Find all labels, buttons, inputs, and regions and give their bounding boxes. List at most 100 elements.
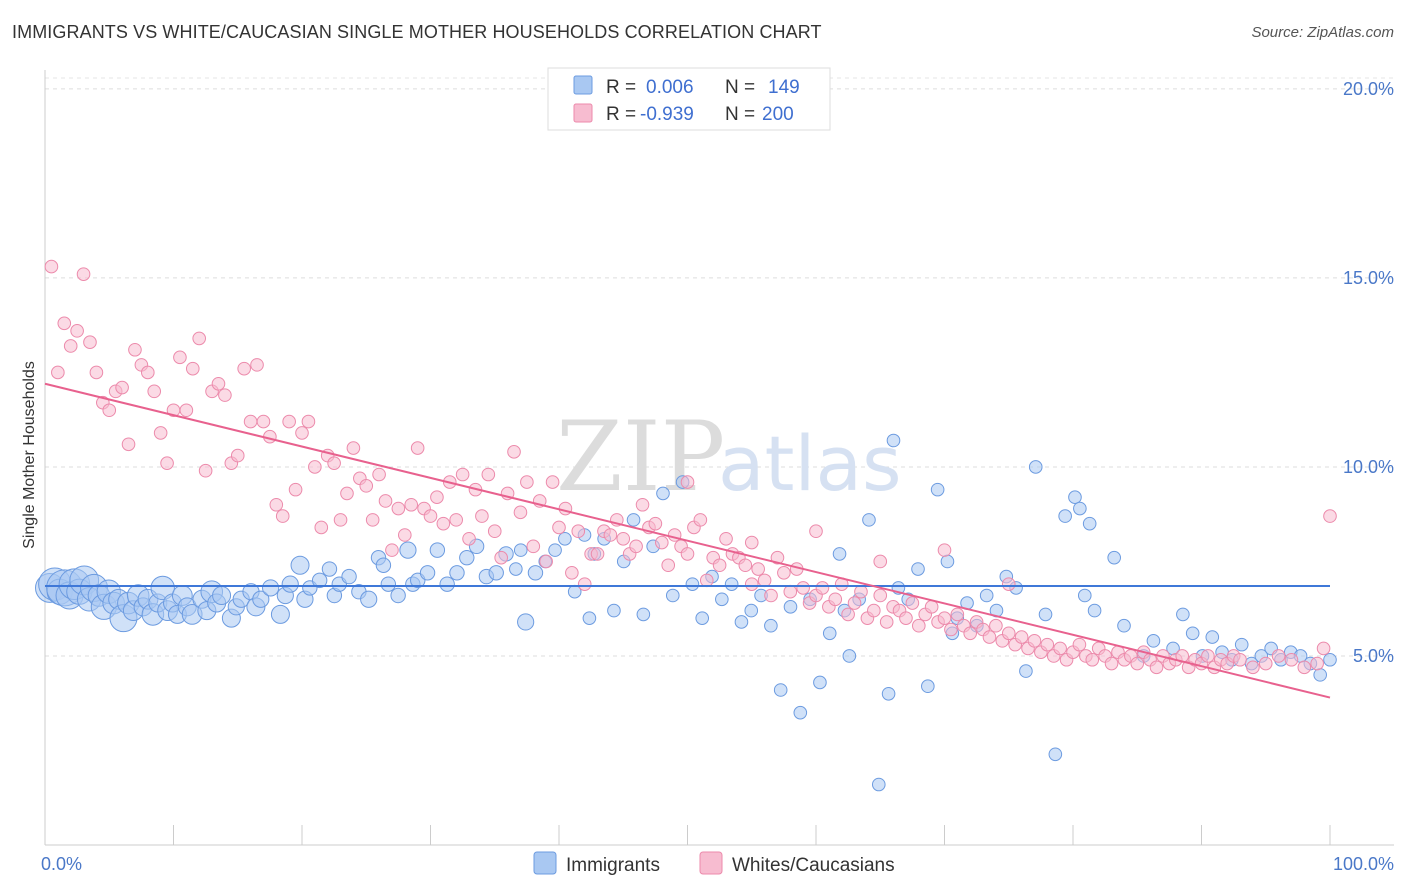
data-point — [198, 463, 213, 478]
data-point — [295, 426, 309, 440]
data-point — [1001, 577, 1016, 591]
data-point — [873, 588, 888, 603]
data-point — [854, 584, 868, 599]
trend-line-whites — [44, 382, 1331, 699]
data-point — [63, 339, 78, 353]
legend-n-value: 200 — [762, 104, 794, 125]
data-point — [1014, 630, 1029, 644]
legend: R = 0.006 N = 149 R = -0.939 N = 200 — [547, 67, 831, 131]
data-point — [340, 486, 354, 501]
data-point — [1053, 641, 1067, 656]
data-point — [1313, 668, 1327, 682]
data-point — [847, 596, 862, 610]
data-point — [1058, 509, 1072, 523]
data-point — [582, 611, 597, 625]
data-point — [390, 587, 406, 604]
data-point — [777, 566, 791, 580]
data-point — [822, 626, 837, 641]
data-point — [738, 558, 753, 573]
data-point — [648, 516, 663, 531]
data-point — [321, 561, 338, 577]
data-point — [150, 575, 175, 601]
data-point — [1117, 618, 1131, 633]
data-point — [680, 475, 695, 489]
data-point — [828, 592, 843, 607]
data-point — [1027, 634, 1042, 648]
data-point — [793, 705, 808, 720]
data-point — [380, 576, 397, 592]
data-point — [979, 588, 994, 603]
data-point — [410, 441, 425, 455]
data-point — [940, 554, 955, 569]
data-point — [301, 414, 316, 429]
data-point — [423, 509, 438, 523]
data-point — [1176, 607, 1190, 622]
data-point — [1040, 637, 1055, 652]
data-point — [656, 486, 670, 501]
bottom-legend-swatch-immigrants — [533, 851, 557, 875]
data-point — [873, 554, 888, 569]
data-point — [1323, 509, 1337, 523]
data-point — [346, 441, 361, 455]
bottom-legend-swatch-whites — [699, 851, 723, 875]
legend-r-label: R = — [606, 77, 636, 98]
data-point — [70, 324, 84, 338]
data-point — [783, 584, 798, 599]
y-axis-label: Single Mother Households — [21, 361, 38, 549]
data-point — [1233, 652, 1247, 667]
data-point — [680, 547, 695, 561]
data-point — [842, 649, 857, 663]
data-point — [487, 524, 502, 539]
data-point — [815, 581, 830, 595]
data-point — [905, 596, 920, 610]
data-point — [937, 611, 952, 625]
legend-r-value: -0.939 — [640, 104, 694, 125]
legend-swatch-immigrants — [573, 75, 593, 95]
data-point — [57, 316, 72, 331]
data-point — [372, 467, 386, 482]
data-point — [719, 531, 733, 546]
data-point — [665, 588, 680, 603]
data-point — [290, 555, 310, 575]
data-point — [44, 259, 59, 274]
data-point — [693, 513, 708, 527]
data-point — [1077, 588, 1092, 603]
data-point — [269, 497, 284, 512]
data-point — [734, 615, 749, 629]
data-point — [950, 607, 965, 622]
y-tick-label: 20.0% — [1343, 79, 1394, 99]
data-point — [218, 388, 232, 402]
data-point — [841, 607, 855, 622]
data-point — [455, 467, 470, 482]
data-point — [1038, 607, 1053, 622]
series-whites — [44, 259, 1337, 675]
data-point — [930, 482, 945, 497]
data-point — [360, 590, 378, 608]
data-point — [1284, 652, 1299, 667]
data-point — [250, 358, 264, 372]
data-point — [744, 577, 759, 591]
data-point — [548, 543, 562, 557]
data-point — [724, 577, 739, 591]
data-point — [121, 437, 136, 452]
data-point — [399, 541, 417, 559]
x-tick-labels: 0.0% 100.0% — [41, 854, 1394, 874]
bottom-legend-immigrants: Immigrants — [566, 855, 660, 876]
data-point — [770, 550, 785, 565]
data-point — [1323, 652, 1337, 667]
data-point — [881, 686, 896, 701]
data-point — [211, 376, 226, 391]
data-point — [1082, 516, 1097, 531]
data-point — [385, 543, 399, 557]
data-point — [1130, 656, 1145, 671]
data-point — [153, 426, 168, 440]
data-point — [1072, 637, 1087, 652]
data-point — [314, 520, 329, 535]
data-point — [475, 509, 489, 523]
data-point — [1297, 660, 1312, 675]
data-point — [1028, 460, 1043, 474]
data-point — [783, 600, 798, 614]
data-point — [867, 603, 881, 618]
data-point — [552, 520, 566, 535]
data-point — [308, 460, 322, 474]
